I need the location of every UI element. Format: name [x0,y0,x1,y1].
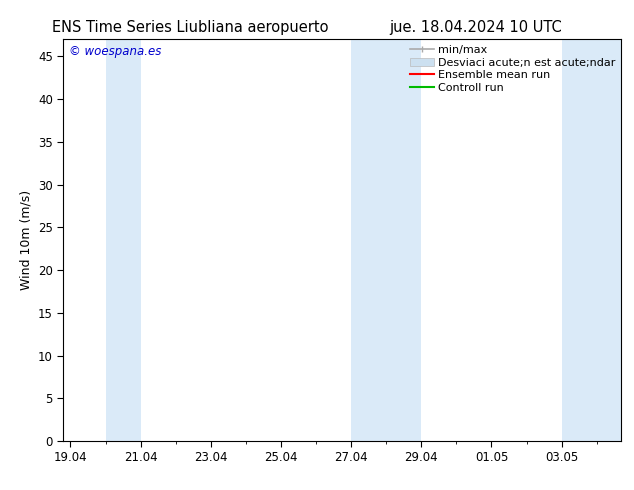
Text: © woespana.es: © woespana.es [69,45,162,58]
Text: ENS Time Series Liubliana aeropuerto: ENS Time Series Liubliana aeropuerto [52,20,328,35]
Legend: min/max, Desviaci acute;n est acute;ndar, Ensemble mean run, Controll run: min/max, Desviaci acute;n est acute;ndar… [407,43,618,96]
Y-axis label: Wind 10m (m/s): Wind 10m (m/s) [20,190,32,290]
Bar [562,39,621,441]
Bar [351,39,422,441]
Text: jue. 18.04.2024 10 UTC: jue. 18.04.2024 10 UTC [389,20,562,35]
Bar [105,39,141,441]
